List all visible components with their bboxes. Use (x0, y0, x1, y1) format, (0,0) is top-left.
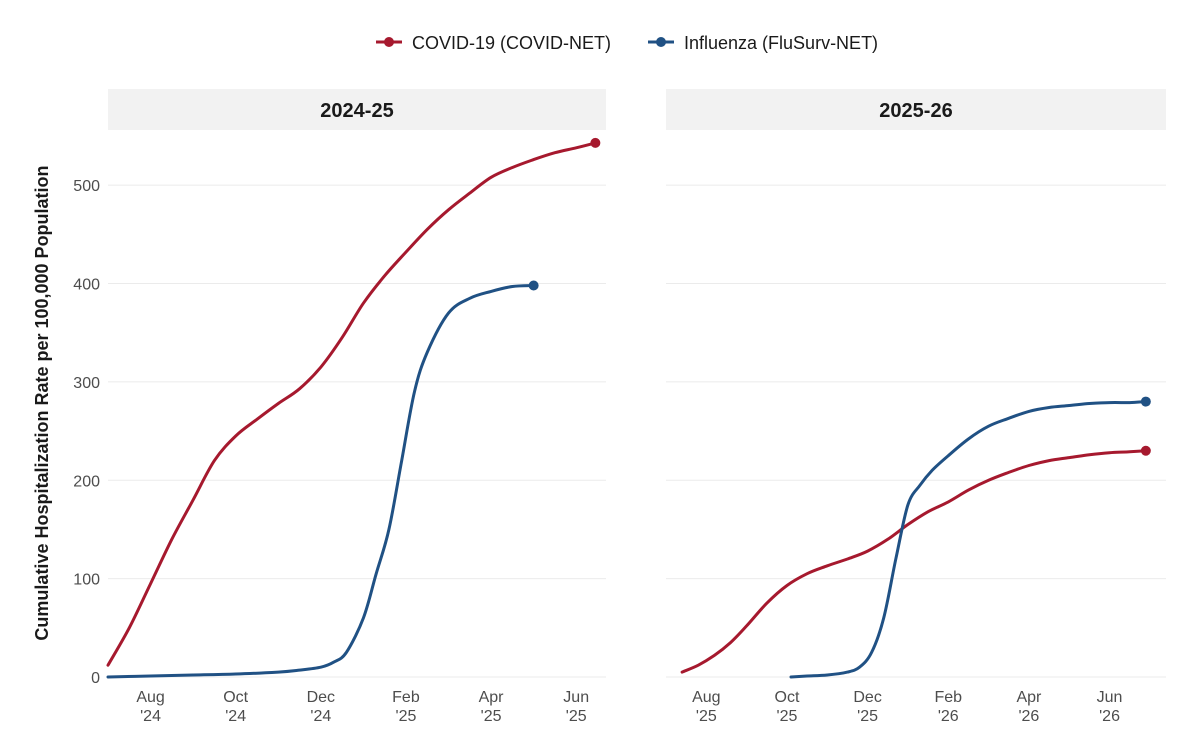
x-tick-month: Jun (563, 689, 589, 706)
panel-title: 2024-25 (320, 100, 393, 122)
legend-marker-covid (384, 37, 394, 47)
y-tick-label: 100 (73, 572, 100, 589)
series-end-point-influenza (1140, 396, 1151, 407)
x-tick-month: Oct (223, 689, 248, 706)
panel-title: 2025-26 (879, 100, 952, 122)
panel-strip (666, 89, 1166, 130)
series-end-point-influenza (528, 280, 539, 291)
legend-marker-influenza (656, 37, 666, 47)
x-tick-month: Apr (1016, 689, 1042, 706)
x-tick-year: '24 (140, 708, 161, 725)
x-tick-month: Feb (934, 689, 962, 706)
x-tick-month: Apr (479, 689, 505, 706)
x-tick-month: Oct (775, 689, 800, 706)
x-tick-year: '26 (938, 708, 959, 725)
y-tick-label: 200 (73, 473, 100, 490)
legend-label-influenza: Influenza (FluSurv-NET) (684, 33, 878, 53)
legend-label-covid: COVID-19 (COVID-NET) (412, 33, 611, 53)
panel-strip (108, 89, 606, 130)
x-tick-month: Feb (392, 689, 420, 706)
legend: COVID-19 (COVID-NET) Influenza (FluSurv-… (376, 33, 878, 53)
x-tick-year: '25 (696, 708, 717, 725)
y-axis-label: Cumulative Hospitalization Rate per 100,… (32, 165, 52, 640)
panel-2025-26: 2025-26 Aug '25 Oct '25 Dec '25 Feb '26 Apr '26 Jun… (666, 89, 1166, 725)
x-tick-year: '24 (225, 708, 246, 725)
y-tick-label: 0 (91, 670, 100, 687)
x-tick-month: Aug (136, 689, 164, 706)
y-tick-label: 300 (73, 375, 100, 392)
series-line-influenza (789, 400, 1148, 679)
series-end-point-covid (1140, 445, 1151, 456)
x-tick-year: '25 (566, 708, 587, 725)
x-tick-month: Jun (1097, 689, 1123, 706)
x-tick-month: Aug (692, 689, 720, 706)
series-line-covid (680, 449, 1148, 674)
x-tick-month: Dec (853, 689, 881, 706)
x-tick-year: '25 (396, 708, 417, 725)
series-line-covid (106, 141, 597, 667)
x-tick-year: '25 (777, 708, 798, 725)
x-tick-year: '26 (1018, 708, 1039, 725)
x-tick-month: Dec (307, 689, 335, 706)
x-tick-year: '25 (857, 708, 878, 725)
series-line-influenza (106, 284, 536, 679)
x-tick-year: '26 (1099, 708, 1120, 725)
series-end-point-covid (590, 137, 601, 148)
panel-2024-25: 2024-25 0 100 200 300 400 500 Aug '24 Oct '24 Dec '2… (73, 89, 606, 725)
y-tick-label: 400 (73, 277, 100, 294)
x-tick-year: '25 (481, 708, 502, 725)
panels: 2024-25 0 100 200 300 400 500 Aug '24 Oct '24 Dec '2… (73, 89, 1166, 725)
x-tick-year: '24 (310, 708, 331, 725)
y-tick-label: 500 (73, 178, 100, 195)
